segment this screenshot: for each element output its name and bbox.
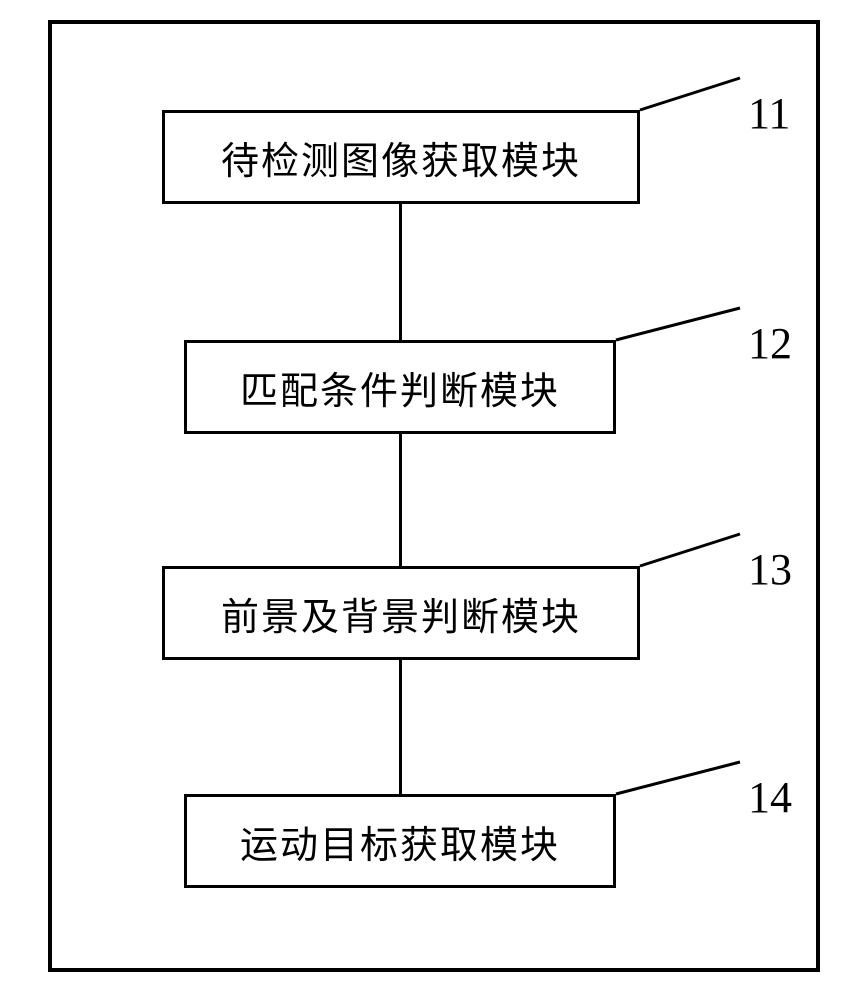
module-box-2: 匹配条件判断模块 [184, 340, 616, 434]
module-number-1: 11 [748, 88, 790, 139]
connector-2 [399, 434, 402, 566]
module-label-1: 待检测图像获取模块 [221, 130, 581, 185]
module-number-2: 12 [748, 318, 792, 369]
module-box-4: 运动目标获取模块 [184, 794, 616, 888]
module-box-1: 待检测图像获取模块 [162, 110, 640, 204]
connector-1 [399, 204, 402, 340]
module-number-3: 13 [748, 544, 792, 595]
module-label-2: 匹配条件判断模块 [240, 360, 560, 415]
module-box-3: 前景及背景判断模块 [162, 566, 640, 660]
module-label-3: 前景及背景判断模块 [221, 586, 581, 641]
module-label-4: 运动目标获取模块 [240, 814, 560, 869]
module-number-4: 14 [748, 772, 792, 823]
connector-3 [399, 660, 402, 794]
